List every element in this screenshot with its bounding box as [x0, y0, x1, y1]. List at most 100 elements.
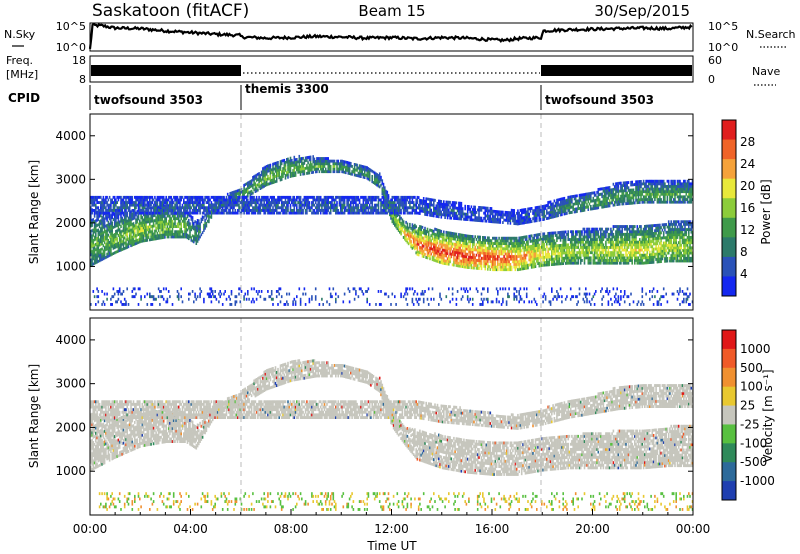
power-scatter-cell — [154, 234, 156, 238]
power-scatter-cell — [244, 183, 247, 186]
power-scatter-cell — [475, 248, 478, 252]
power-scatter-cell — [249, 185, 252, 189]
power-scatter-cell — [514, 247, 517, 251]
power-scatter-cell — [96, 258, 98, 261]
power-scatter-cell — [429, 254, 431, 258]
power-scatter-cell — [549, 237, 552, 240]
power-scatter-cell — [97, 241, 100, 245]
power-scatter-cell — [431, 255, 434, 259]
power-scatter-cell — [514, 242, 517, 245]
power-scatter-cell — [319, 157, 322, 160]
power-scatter-cell — [494, 260, 497, 264]
power-scatter-cell — [137, 217, 140, 221]
power-scatter-cell — [125, 222, 127, 226]
power-scatter-cell — [445, 238, 448, 242]
power-scatter-cell — [500, 268, 503, 272]
power-scatter-cell — [233, 190, 235, 194]
power-scatter-cell — [123, 247, 126, 250]
power-scatter-cell — [537, 254, 539, 258]
power-scatter-cell — [139, 232, 141, 236]
power-scatter-cell — [378, 177, 381, 181]
power-scatter-cell — [273, 180, 275, 184]
power-scatter-cell — [509, 249, 512, 253]
power-scatter-cell — [191, 226, 194, 230]
power-scatter-cell — [144, 226, 146, 230]
power-scatter-cell — [135, 218, 137, 222]
power-scatter-cell — [561, 262, 563, 266]
power-scatter-cell — [436, 241, 439, 245]
power-scatter-cell — [175, 225, 177, 228]
power-scatter-cell — [152, 237, 155, 241]
power-scatter-cell — [573, 248, 576, 252]
power-scatter-cell — [489, 260, 492, 263]
power-scatter-cell — [494, 247, 497, 251]
power-scatter-cell — [294, 173, 297, 177]
power-scatter-cell — [662, 254, 665, 258]
power-scatter-cell — [159, 226, 161, 230]
power-scatter-cell — [493, 265, 495, 269]
power-scatter-cell — [270, 168, 273, 172]
power-scatter-cell — [117, 244, 120, 248]
power-scatter-cell — [537, 241, 539, 245]
power-scatter-cell — [116, 229, 118, 233]
power-scatter-cell — [188, 226, 190, 230]
power-scatter-cell — [529, 258, 532, 262]
power-scatter-cell — [495, 247, 498, 251]
power-scatter-cell — [171, 222, 174, 226]
power-scatter-cell — [504, 268, 507, 272]
power-scatter-cell — [464, 263, 466, 266]
power-scatter-cell — [161, 233, 164, 237]
power-scatter-cell — [184, 235, 186, 239]
power-scatter-cell — [130, 220, 132, 224]
power-scatter-cell — [142, 229, 145, 232]
power-scatter-cell — [301, 159, 303, 163]
power-scatter-cell — [113, 195, 116, 199]
power-scatter-cell — [471, 245, 474, 249]
power-scatter-cell — [249, 180, 252, 183]
power-scatter-cell — [419, 251, 421, 255]
power-scatter-cell — [112, 252, 115, 255]
power-scatter-cell — [558, 257, 561, 261]
power-scatter-cell — [552, 252, 554, 256]
power-scatter-cell — [110, 214, 112, 218]
power-scatter-cell — [420, 228, 422, 231]
power-scatter-cell — [118, 236, 121, 239]
power-scatter-cell — [106, 231, 108, 235]
power-scatter-cell — [91, 211, 93, 215]
power-scatter-cell — [157, 221, 160, 224]
power-scatter-cell — [376, 183, 378, 187]
power-scatter-cell — [318, 159, 321, 163]
power-scatter-cell — [558, 233, 561, 237]
power-scatter-cell — [184, 227, 186, 231]
power-scatter-cell — [490, 241, 493, 245]
power-scatter-cell — [371, 177, 373, 181]
power-scatter-cell — [237, 192, 239, 195]
power-scatter-cell — [520, 257, 523, 260]
power-scatter-cell — [306, 164, 308, 167]
power-scatter-cell — [478, 253, 480, 257]
power-scatter-cell — [342, 165, 345, 169]
power-scatter-cell — [587, 253, 590, 257]
power-scatter-cell — [544, 253, 547, 257]
power-scatter-cell — [172, 201, 175, 204]
power-scatter-cell — [421, 246, 424, 250]
power-scatter-cell — [489, 268, 492, 271]
power-scatter-cell — [435, 238, 438, 242]
power-scatter-cell — [476, 246, 479, 249]
power-scatter-cell — [458, 243, 460, 247]
power-scatter-cell — [567, 256, 569, 260]
power-scatter-cell — [235, 197, 238, 201]
power-scatter-cell — [189, 209, 191, 212]
power-scatter-cell — [397, 223, 400, 227]
power-scatter-cell — [420, 233, 422, 237]
power-scatter-cell — [530, 263, 533, 267]
power-scatter-cell — [515, 236, 518, 240]
power-scatter-cell — [105, 235, 107, 238]
power-scatter-cell — [458, 248, 460, 252]
power-scatter-cell — [130, 210, 132, 214]
power-scatter-cell — [495, 265, 498, 269]
power-scatter-cell — [91, 229, 93, 233]
power-scatter-cell — [414, 236, 416, 240]
power-scatter-cell — [441, 248, 444, 252]
power-scatter-cell — [489, 254, 492, 258]
